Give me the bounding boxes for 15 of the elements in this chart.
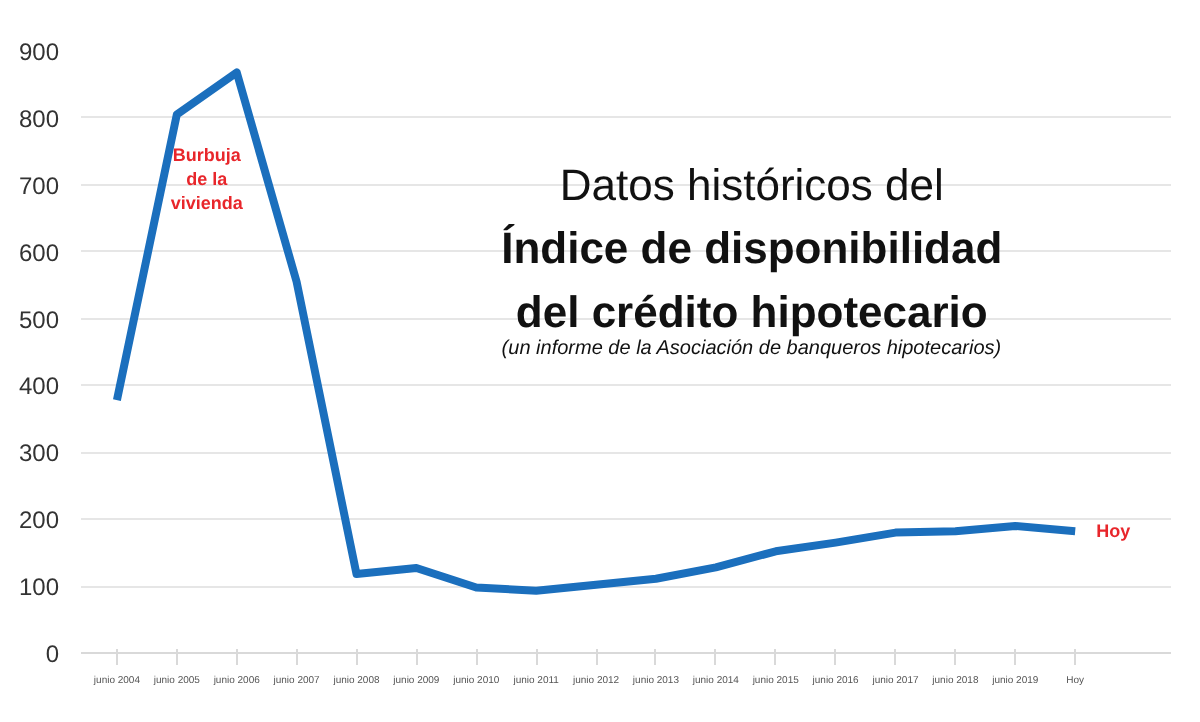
text: Datos históricos del Índice de disponibilidad del crédito hipotecario (501, 159, 1003, 337)
y-tick-label: 900 (18, 38, 60, 66)
annotation: Burbuja de la vivienda (170, 144, 245, 213)
y-tick-label: 800 (18, 104, 60, 133)
y-tick-label: 700 (18, 171, 60, 200)
y-tick-label: 0 (45, 640, 60, 668)
y-tick-label: 300 (18, 439, 60, 468)
annotation: Hoy (1096, 521, 1131, 542)
text: (un informe de la Asociación de banqueros hipotecarios) (501, 337, 1002, 360)
y-tick-label: 600 (18, 238, 60, 267)
line-series (112, 68, 1080, 595)
y-tick-label: 100 (18, 573, 60, 602)
y-tick-label: 500 (18, 305, 60, 334)
y-tick-label: 400 (18, 372, 60, 401)
y-tick-label: 200 (18, 506, 60, 535)
